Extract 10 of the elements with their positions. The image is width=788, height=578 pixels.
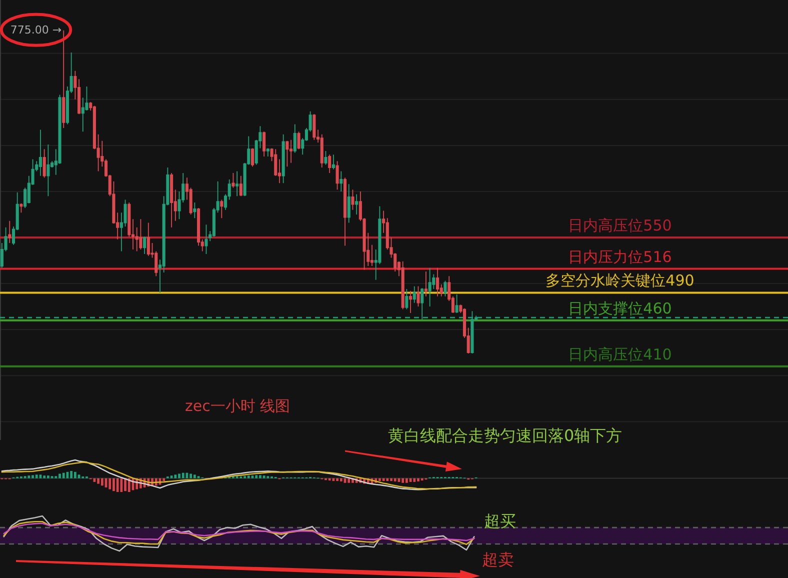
ref-line-label: 日内高压位410 <box>568 345 672 364</box>
annotation: 黄白线配合走势匀速回落0轴下方 <box>388 426 622 445</box>
ref-line-label: 日内压力位516 <box>568 248 672 266</box>
annotation: 超卖 <box>482 550 514 569</box>
ref-line-label: 日内支撑位460 <box>568 299 672 318</box>
ref-line-label: 日内高压位550 <box>568 216 672 234</box>
annotation: zec一小时 线图 <box>185 397 290 415</box>
ref-line-label: 多空分水岭关键位490 <box>546 272 694 290</box>
annotation: 超买 <box>484 512 516 531</box>
annotation: 775.00 → <box>10 23 62 36</box>
